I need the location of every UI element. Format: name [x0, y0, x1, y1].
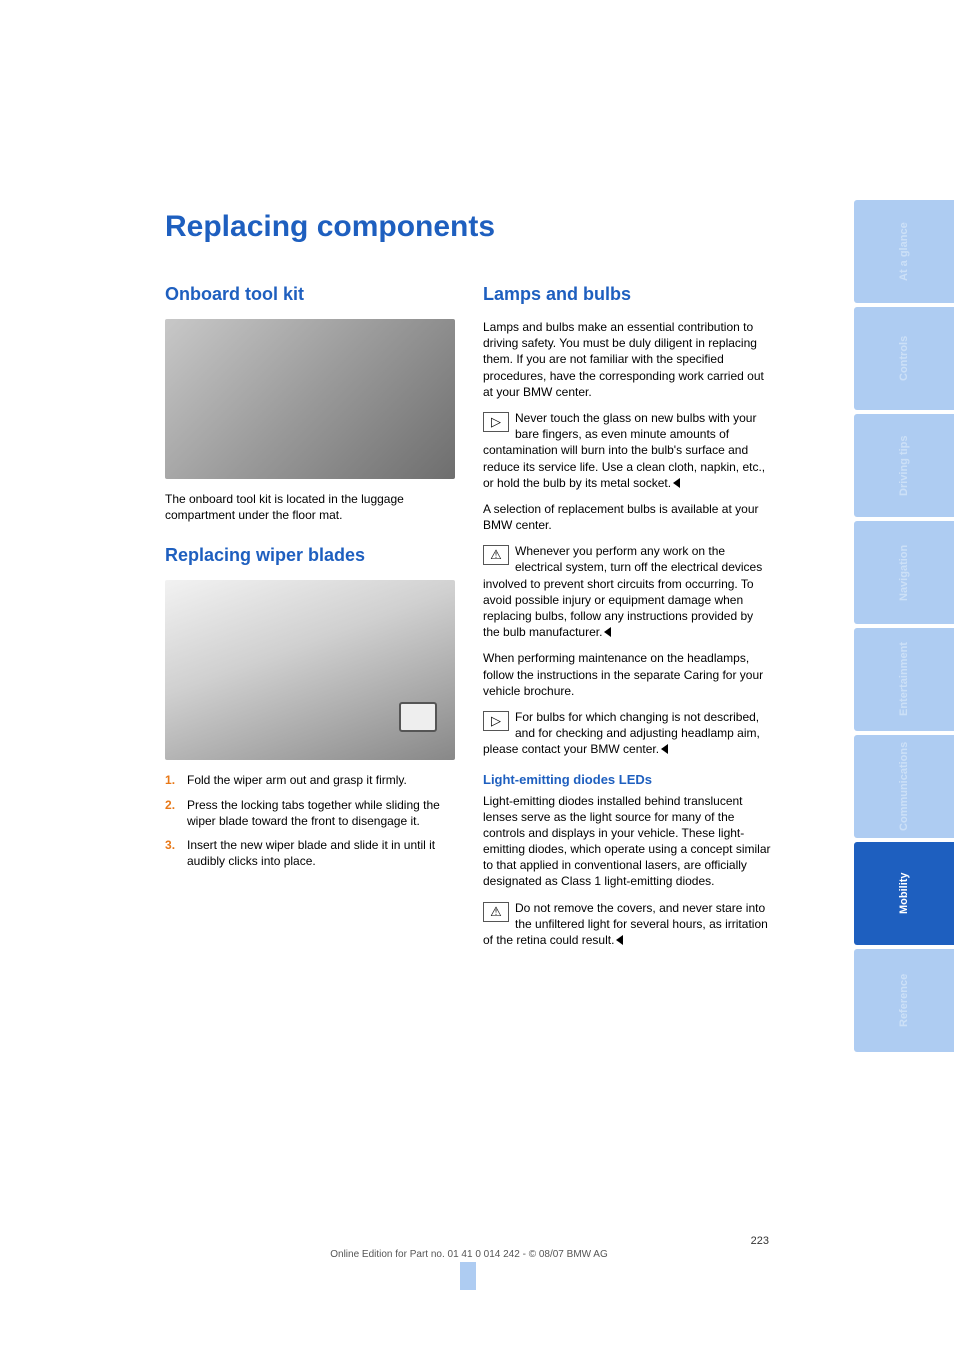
end-mark-icon — [661, 744, 668, 754]
end-mark-icon — [673, 478, 680, 488]
tip-icon: ▷ — [483, 711, 509, 731]
side-tabs: Reference Mobility Communications Entert… — [854, 200, 954, 1052]
led-subheading: Light-emitting diodes LEDs — [483, 772, 773, 787]
note-text: Never touch the glass on new bulbs with … — [483, 411, 765, 490]
tip-icon: ▷ — [483, 412, 509, 432]
tab-reference[interactable]: Reference — [854, 949, 954, 1052]
wiper-heading: Replacing wiper blades — [165, 545, 455, 566]
onboard-toolkit-heading: Onboard tool kit — [165, 284, 455, 305]
note-electrical: ⚠ Whenever you perform any work on the e… — [483, 543, 773, 640]
note-changing: ▷ For bulbs for which changing is not de… — [483, 709, 773, 758]
note-covers: ⚠ Do not remove the covers, and never st… — [483, 900, 773, 949]
wiper-illustration — [165, 580, 455, 760]
tab-driving-tips[interactable]: Driving tips — [854, 414, 954, 517]
wiper-steps-list: Fold the wiper arm out and grasp it firm… — [165, 772, 455, 869]
tab-communications[interactable]: Communications — [854, 735, 954, 838]
list-item: Press the locking tabs together while sl… — [165, 797, 455, 829]
list-item: Fold the wiper arm out and grasp it firm… — [165, 772, 455, 788]
lamps-intro: Lamps and bulbs make an essential contri… — [483, 319, 773, 400]
tab-mobility[interactable]: Mobility — [854, 842, 954, 945]
warning-icon: ⚠ — [483, 902, 509, 922]
page-title: Replacing components — [165, 210, 773, 244]
end-mark-icon — [616, 935, 623, 945]
footer-marker — [460, 1262, 476, 1290]
page-number: 223 — [165, 1235, 773, 1247]
tab-at-a-glance[interactable]: At a glance — [854, 200, 954, 303]
lamps-heading: Lamps and bulbs — [483, 284, 773, 305]
left-column: Onboard tool kit The onboard tool kit is… — [165, 284, 455, 958]
end-mark-icon — [604, 627, 611, 637]
maintenance-text: When performing maintenance on the headl… — [483, 650, 773, 699]
toolkit-photo — [165, 319, 455, 479]
note-text: Whenever you perform any work on the ele… — [483, 544, 762, 639]
selection-text: A selection of replacement bulbs is avai… — [483, 501, 773, 533]
two-column-layout: Onboard tool kit The onboard tool kit is… — [165, 284, 773, 958]
note-text: Do not remove the covers, and never star… — [483, 901, 768, 947]
warning-icon: ⚠ — [483, 545, 509, 565]
note-touch-glass: ▷ Never touch the glass on new bulbs wit… — [483, 410, 773, 491]
note-text: For bulbs for which changing is not desc… — [483, 710, 760, 756]
right-column: Lamps and bulbs Lamps and bulbs make an … — [483, 284, 773, 958]
tab-controls[interactable]: Controls — [854, 307, 954, 410]
page-footer: 223 Online Edition for Part no. 01 41 0 … — [165, 1235, 773, 1260]
tab-navigation[interactable]: Navigation — [854, 521, 954, 624]
toolkit-text: The onboard tool kit is located in the l… — [165, 491, 455, 523]
footer-copyright: Online Edition for Part no. 01 41 0 014 … — [330, 1249, 608, 1260]
led-text: Light-emitting diodes installed behind t… — [483, 793, 773, 890]
list-item: Insert the new wiper blade and slide it … — [165, 837, 455, 869]
tab-entertainment[interactable]: Entertainment — [854, 628, 954, 731]
